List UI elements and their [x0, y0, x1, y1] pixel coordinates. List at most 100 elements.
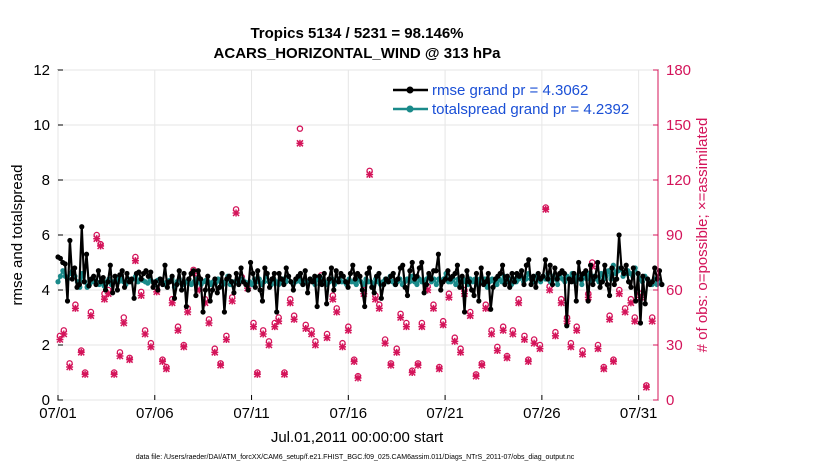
rmse-point	[528, 281, 534, 288]
obs-assimilated-marker	[557, 299, 565, 307]
rmse-point	[200, 309, 206, 315]
rmse-point	[238, 265, 244, 271]
obs-assimilated-marker	[387, 361, 395, 369]
obs-assimilated-marker	[141, 330, 149, 338]
rmse-point	[459, 273, 465, 279]
chart-subtitle: ACARS_HORIZONTAL_WIND @ 313 hPa	[214, 45, 502, 62]
obs-assimilated-marker	[478, 361, 486, 369]
obs-assimilated-marker	[600, 365, 608, 373]
rmse-point	[523, 262, 529, 268]
rmse-point	[568, 279, 575, 285]
rmse-point	[476, 298, 482, 304]
rmse-point	[326, 276, 332, 282]
obs-assimilated-marker	[329, 295, 337, 303]
obs-assimilated-marker	[435, 365, 443, 373]
rmse-point	[352, 276, 358, 282]
legend-rmse-label: rmse grand pr = 4.3062	[432, 82, 588, 99]
rmse-point	[454, 262, 461, 268]
rmse-point	[485, 270, 491, 277]
obs-assimilated-marker	[397, 313, 405, 322]
y-axis-left-ticks: 0 2 4 6 8 10 12	[33, 62, 63, 409]
legend-spread-label: totalspread grand pr = 4.2392	[432, 101, 629, 118]
rmse-point	[414, 273, 420, 279]
obs-assimilated-marker	[530, 339, 538, 347]
y-left-tick-label: 10	[33, 117, 50, 134]
rmse-point	[561, 270, 567, 277]
rmse-point	[171, 295, 178, 301]
rmse-point	[423, 281, 430, 288]
rmse-point	[276, 270, 282, 277]
observation-markers	[56, 125, 656, 391]
obs-assimilated-marker	[542, 205, 550, 213]
x-tick-label: 07/06	[136, 405, 174, 422]
obs-assimilated-marker	[515, 299, 523, 307]
totalspread-point	[494, 281, 500, 288]
rmse-point	[385, 279, 392, 285]
rmse-point	[392, 281, 399, 288]
rmse-point	[378, 295, 384, 301]
obs-assimilated-marker	[573, 326, 581, 334]
obs-assimilated-marker	[110, 370, 118, 378]
rmse-point	[592, 273, 598, 279]
obs-assimilated-marker	[615, 290, 623, 298]
rmse-point	[483, 279, 489, 285]
rmse-point	[466, 279, 472, 285]
obs-assimilated-marker	[578, 350, 587, 358]
rmse-point	[599, 279, 606, 285]
obs-assimilated-marker	[308, 330, 316, 338]
obs-assimilated-marker	[546, 286, 554, 294]
legend-spread-marker	[406, 105, 414, 113]
rmse-point	[297, 270, 304, 277]
rmse-point	[176, 268, 182, 274]
obs-assimilated-marker	[253, 370, 261, 378]
rmse-point	[179, 287, 185, 293]
rmse-point	[587, 262, 594, 268]
rmse-point	[376, 270, 382, 277]
rmse-point	[321, 270, 327, 277]
rmse-point	[585, 298, 591, 304]
totalspread-point	[353, 281, 359, 288]
obs-assimilated-marker	[147, 343, 155, 351]
rmse-point	[117, 272, 123, 278]
rmse-point	[509, 270, 515, 277]
obs-assimilated-marker	[131, 257, 139, 265]
chart-title: Tropics 5134 / 5231 = 98.146%	[250, 25, 463, 42]
rmse-point	[366, 265, 373, 271]
rmse-point	[124, 270, 130, 277]
rmse-point	[390, 270, 396, 277]
legend: rmse grand pr = 4.3062 totalspread grand…	[393, 82, 629, 118]
rmse-point	[274, 309, 280, 315]
rmse-point	[102, 287, 109, 293]
rmse-point	[209, 287, 216, 293]
rmse-point	[245, 287, 251, 293]
rmse-point	[221, 309, 228, 315]
y-right-tick-label: 150	[666, 117, 691, 134]
rmse-point	[121, 284, 128, 290]
rmse-point	[167, 279, 173, 285]
rmse-point	[247, 259, 254, 266]
rmse-point	[69, 276, 75, 282]
rmse-point	[442, 276, 449, 282]
rmse-point	[654, 276, 660, 282]
obs-assimilated-marker	[648, 317, 656, 325]
rmse-point	[91, 273, 97, 279]
rmse-point	[623, 262, 629, 268]
obs-assimilated-marker	[408, 368, 416, 377]
obs-assimilated-marker	[323, 334, 331, 342]
obs-assimilated-marker	[205, 319, 213, 327]
obs-assimilated-marker	[429, 304, 438, 312]
rmse-point	[404, 292, 411, 299]
rmse-point	[606, 292, 613, 299]
rmse-point	[549, 281, 556, 288]
rmse-point	[621, 270, 627, 277]
obs-assimilated-marker	[466, 312, 474, 320]
rmse-point	[369, 284, 375, 290]
rmse-point	[145, 273, 151, 279]
rmse-point	[526, 257, 532, 263]
rmse-point	[421, 290, 427, 296]
rmse-point	[312, 273, 318, 279]
rmse-point	[259, 298, 266, 304]
y-left-tick-label: 8	[42, 172, 50, 189]
y-left-tick-label: 0	[42, 392, 50, 409]
rmse-point	[62, 261, 68, 267]
